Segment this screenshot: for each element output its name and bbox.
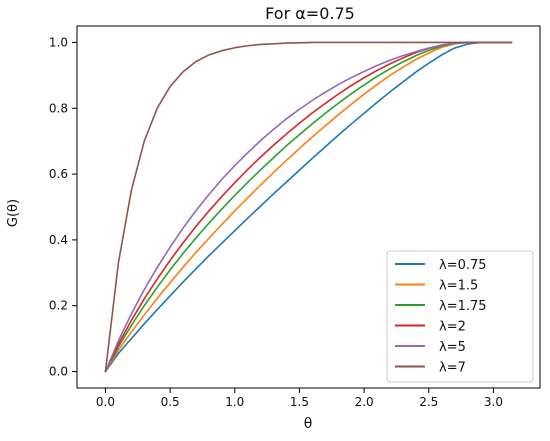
x-tick-label: 0.5 [161,395,180,409]
x-tick-label: 1.5 [290,395,309,409]
series-line-5 [104,41,513,373]
y-tick-label: 0.0 [49,365,68,379]
legend-label: λ=7 [439,361,466,376]
x-axis-label: θ [304,416,313,432]
series-line-1 [104,41,513,373]
y-tick-label: 0.4 [49,233,68,247]
y-tick-label: 0.8 [49,101,68,115]
x-tick-label: 2.0 [355,395,374,409]
legend-label: λ=1.75 [439,299,487,314]
plot-frame [76,25,541,389]
y-tick-label: 1.0 [49,35,68,49]
x-tick-label: 2.5 [419,395,438,409]
plot-area: 0.0 0.5 1.0 1.5 2.0 2.5 3.0 0.0 0.2 0.4 0.6 0.8 1.0 λ… [49,25,541,409]
x-tick-label: 0.0 [96,395,115,409]
y-tick-label: 0.2 [49,299,68,313]
series-line-6 [104,41,513,373]
y-axis-label: G(θ) [6,199,21,227]
x-tick-label: 1.0 [225,395,244,409]
legend-label: λ=0.75 [439,258,487,273]
legend-label: λ=1.5 [439,279,478,294]
legend-label: λ=5 [439,340,466,355]
legend-label: λ=2 [439,320,466,335]
x-tick-label: 3.0 [484,395,503,409]
y-tick-label: 0.6 [49,167,68,181]
chart-title: For α=0.75 [265,4,355,23]
